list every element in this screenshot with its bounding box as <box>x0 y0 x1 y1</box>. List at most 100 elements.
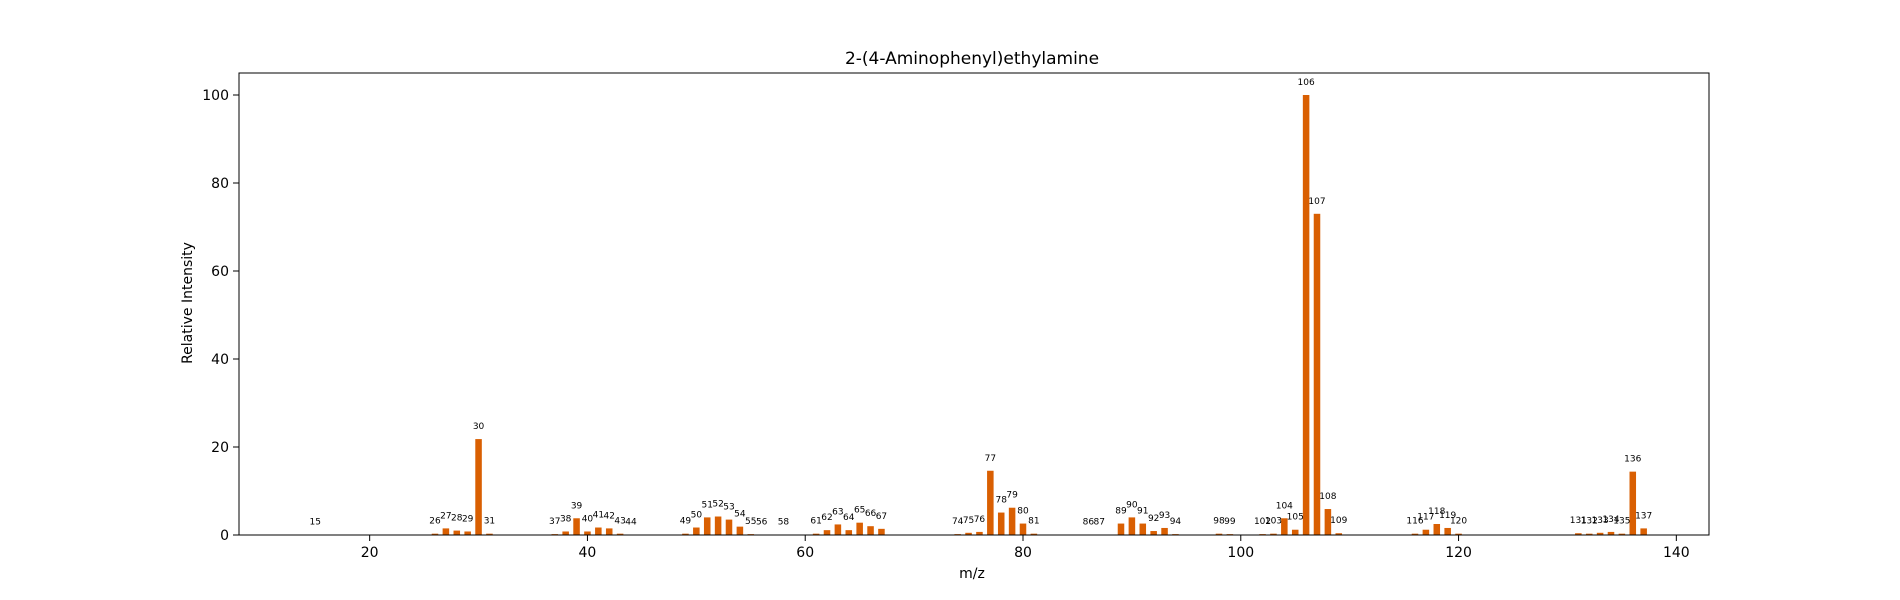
y-tick-label-0: 0 <box>220 528 229 544</box>
bar-mz-31 <box>486 533 493 535</box>
data-label-mz-41: 41 <box>593 511 604 521</box>
data-label-mz-135: 135 <box>1613 517 1630 527</box>
bar-mz-62 <box>823 530 831 535</box>
bar-mz-66 <box>867 526 874 535</box>
data-label-mz-63: 63 <box>832 507 843 517</box>
data-label-mz-93: 93 <box>1159 511 1170 521</box>
bar-mz-75 <box>965 532 972 535</box>
bar-mz-49 <box>682 533 689 535</box>
bar-mz-131 <box>1575 533 1582 535</box>
data-label-mz-102: 102 <box>1254 517 1271 527</box>
bar-mz-107 <box>1313 213 1321 536</box>
data-label-mz-50: 50 <box>691 511 703 521</box>
data-label-mz-99: 99 <box>1224 517 1236 527</box>
bar-mz-120 <box>1455 533 1462 535</box>
data-label-mz-78: 78 <box>995 496 1007 506</box>
bar-mz-41 <box>595 527 602 535</box>
data-label-mz-91: 91 <box>1137 507 1148 517</box>
bars-group <box>311 95 1647 536</box>
bar-mz-50 <box>693 527 700 535</box>
data-label-mz-136: 136 <box>1624 455 1641 465</box>
data-label-mz-80: 80 <box>1017 507 1029 517</box>
bar-mz-89 <box>1117 523 1125 535</box>
data-label-mz-117: 117 <box>1417 513 1434 523</box>
bar-mz-26 <box>431 533 439 535</box>
bar-mz-117 <box>1422 529 1430 535</box>
data-label-mz-92: 92 <box>1148 514 1159 524</box>
data-label-mz-30: 30 <box>473 422 485 432</box>
data-label-mz-26: 26 <box>429 517 441 527</box>
data-label-mz-103: 103 <box>1265 517 1282 527</box>
y-tick-label-20: 20 <box>211 440 229 456</box>
data-label-mz-77: 77 <box>985 454 996 464</box>
bar-mz-90 <box>1128 517 1136 535</box>
data-label-mz-132: 132 <box>1581 517 1598 527</box>
data-label-mz-75: 75 <box>963 516 974 526</box>
bar-mz-104 <box>1281 518 1288 535</box>
bar-mz-105 <box>1291 529 1299 535</box>
data-label-mz-52: 52 <box>712 500 723 510</box>
bar-mz-52 <box>714 516 722 535</box>
data-label-mz-90: 90 <box>1126 500 1138 510</box>
bar-mz-134 <box>1607 531 1615 535</box>
bar-mz-38 <box>562 531 569 535</box>
bar-mz-40 <box>584 531 591 535</box>
data-label-mz-105: 105 <box>1287 513 1304 523</box>
bar-mz-78 <box>997 512 1005 535</box>
data-label-mz-55: 55 <box>745 517 756 527</box>
data-label-mz-56: 56 <box>756 518 768 528</box>
bar-mz-51 <box>703 517 711 535</box>
data-label-mz-37: 37 <box>549 517 560 527</box>
x-axis-label: m/z <box>959 566 985 582</box>
data-label-mz-134: 134 <box>1602 515 1619 525</box>
data-label-mz-44: 44 <box>625 518 637 528</box>
data-label-mz-133: 133 <box>1592 516 1609 526</box>
bar-mz-132 <box>1585 533 1593 535</box>
data-label-mz-15: 15 <box>309 518 320 528</box>
data-label-mz-64: 64 <box>843 513 855 523</box>
bar-mz-77 <box>987 470 994 535</box>
data-label-mz-62: 62 <box>821 513 832 523</box>
y-tick-label-40: 40 <box>211 352 229 368</box>
data-label-mz-61: 61 <box>810 517 821 527</box>
data-label-mz-109: 109 <box>1330 516 1347 526</box>
data-label-mz-58: 58 <box>778 518 790 528</box>
data-label-mz-106: 106 <box>1298 78 1315 88</box>
bar-mz-109 <box>1335 533 1343 535</box>
bar-mz-80 <box>1019 523 1027 535</box>
data-label-mz-54: 54 <box>734 510 746 520</box>
bar-mz-116 <box>1411 533 1419 535</box>
data-label-mz-53: 53 <box>723 503 734 513</box>
bar-mz-119 <box>1444 527 1451 535</box>
data-label-mz-38: 38 <box>560 514 572 524</box>
x-tick-label-80: 80 <box>1014 545 1032 561</box>
x-tick-label-60: 60 <box>796 545 814 561</box>
data-label-mz-120: 120 <box>1450 517 1467 527</box>
data-label-mz-86: 86 <box>1083 518 1095 528</box>
data-label-mz-51: 51 <box>701 500 712 510</box>
x-tick-label-140: 140 <box>1663 545 1690 561</box>
x-tick-label-20: 20 <box>361 545 379 561</box>
plot-frame <box>238 72 1710 536</box>
bar-mz-79 <box>1008 507 1016 535</box>
bar-mz-64 <box>845 530 853 535</box>
y-axis: 0 20 40 60 80 100 <box>202 88 239 544</box>
data-label-mz-29: 29 <box>462 514 474 524</box>
bar-mz-93 <box>1161 527 1168 535</box>
bar-mz-30 <box>475 439 482 535</box>
data-label-mz-94: 94 <box>1170 517 1182 527</box>
bar-mz-103 <box>1270 533 1277 535</box>
data-label-mz-81: 81 <box>1028 517 1039 527</box>
bar-mz-91 <box>1139 523 1147 535</box>
bar-mz-135 <box>1618 533 1626 535</box>
data-label-mz-43: 43 <box>614 517 625 527</box>
bar-mz-42 <box>605 528 613 535</box>
bar-mz-65 <box>856 522 863 535</box>
data-label-mz-67: 67 <box>876 512 887 522</box>
data-label-mz-107: 107 <box>1308 197 1325 207</box>
bar-mz-98 <box>1215 533 1223 535</box>
data-label-mz-31: 31 <box>484 517 495 527</box>
y-tick-label-60: 60 <box>211 264 229 280</box>
